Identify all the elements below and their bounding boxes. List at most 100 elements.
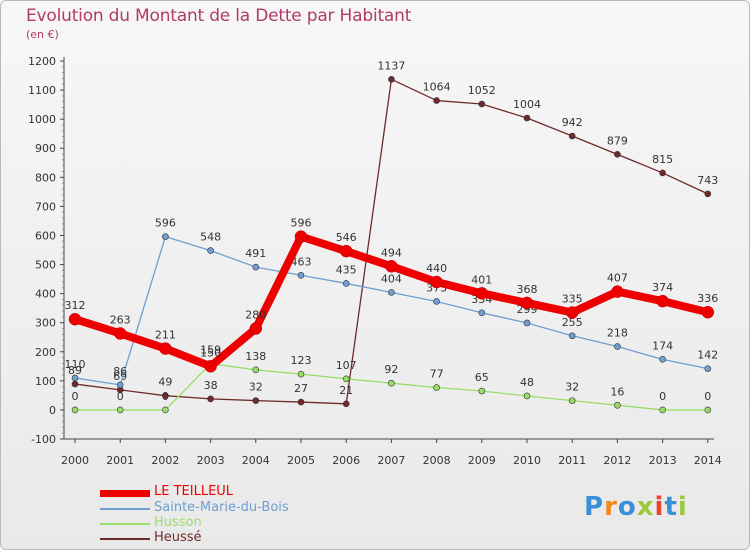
data-point bbox=[478, 309, 486, 317]
y-tick-label: 1200 bbox=[28, 55, 56, 68]
data-label: 404 bbox=[381, 272, 402, 285]
data-label: 596 bbox=[155, 217, 176, 230]
data-label: 32 bbox=[249, 381, 263, 394]
data-label: 0 bbox=[704, 390, 711, 403]
data-point bbox=[342, 280, 350, 287]
logo-letter: i bbox=[654, 492, 665, 522]
data-label: 280 bbox=[245, 309, 266, 322]
x-tick-label: 2001 bbox=[106, 454, 134, 467]
data-point bbox=[614, 343, 621, 350]
data-point bbox=[71, 406, 79, 414]
data-point bbox=[162, 392, 169, 399]
data-point bbox=[297, 370, 305, 378]
data-point bbox=[388, 289, 395, 296]
data-point bbox=[388, 379, 395, 387]
y-tick-label: -100 bbox=[31, 433, 56, 446]
data-label: 174 bbox=[652, 339, 673, 352]
legend-swatch bbox=[100, 508, 150, 510]
data-point bbox=[204, 360, 217, 373]
data-label: 211 bbox=[155, 329, 176, 342]
data-point bbox=[614, 401, 621, 409]
data-label: 401 bbox=[471, 273, 492, 286]
data-label: 89 bbox=[68, 364, 82, 377]
data-label: 546 bbox=[336, 231, 357, 244]
data-label: 38 bbox=[204, 379, 218, 392]
x-tick-label: 2005 bbox=[287, 454, 315, 467]
data-point bbox=[704, 365, 712, 372]
data-label: 138 bbox=[245, 350, 266, 363]
data-point bbox=[342, 400, 350, 408]
x-tick-label: 2013 bbox=[649, 454, 677, 467]
data-point bbox=[252, 397, 260, 404]
data-label: 21 bbox=[339, 384, 353, 397]
y-tick-label: 300 bbox=[35, 317, 56, 330]
x-tick-label: 2004 bbox=[242, 454, 270, 467]
data-point bbox=[207, 395, 214, 403]
data-label: 0 bbox=[72, 390, 79, 403]
data-label: 1004 bbox=[513, 98, 541, 111]
data-point bbox=[568, 132, 576, 140]
data-point bbox=[704, 190, 712, 198]
logo-letter: P bbox=[584, 492, 605, 522]
x-tick-label: 2009 bbox=[468, 454, 496, 467]
data-point bbox=[611, 285, 624, 298]
data-point bbox=[478, 387, 486, 395]
data-label: 440 bbox=[426, 262, 447, 275]
logo-letter: t bbox=[664, 492, 678, 522]
y-tick-label: 500 bbox=[35, 259, 56, 272]
data-point bbox=[294, 230, 308, 243]
data-point bbox=[113, 327, 127, 340]
x-tick-label: 2007 bbox=[377, 454, 405, 467]
data-label: 942 bbox=[562, 116, 583, 129]
data-point bbox=[478, 100, 486, 108]
y-tick-label: 0 bbox=[49, 404, 56, 417]
data-label: 255 bbox=[562, 316, 583, 329]
data-label: 107 bbox=[336, 359, 357, 372]
data-point bbox=[71, 380, 79, 388]
proxiti-logo: Proxiti bbox=[584, 492, 688, 522]
data-point bbox=[433, 298, 440, 305]
data-point bbox=[297, 398, 305, 406]
data-point bbox=[116, 381, 124, 389]
data-label: 407 bbox=[607, 272, 628, 285]
data-point bbox=[656, 294, 669, 308]
data-point bbox=[523, 114, 531, 122]
data-point bbox=[342, 375, 350, 383]
data-label: 312 bbox=[65, 299, 86, 312]
legend-label: Heussé bbox=[154, 530, 202, 545]
data-point bbox=[475, 287, 489, 300]
x-tick-label: 2010 bbox=[513, 454, 541, 467]
data-label: 218 bbox=[607, 327, 628, 340]
legend-label: LE TEILLEUL bbox=[154, 484, 234, 499]
series-line-3 bbox=[74, 78, 709, 405]
data-point bbox=[565, 306, 579, 319]
data-label: 65 bbox=[475, 371, 489, 384]
legend-swatch bbox=[100, 523, 150, 525]
x-tick-label: 2008 bbox=[423, 454, 451, 467]
data-label: 0 bbox=[659, 390, 666, 403]
data-label: 16 bbox=[610, 385, 624, 398]
data-point bbox=[568, 397, 576, 404]
data-point bbox=[568, 332, 576, 340]
data-label: 815 bbox=[652, 153, 673, 166]
data-point bbox=[388, 76, 395, 83]
data-label: 1052 bbox=[468, 84, 496, 97]
data-label: 435 bbox=[336, 263, 357, 276]
data-point bbox=[433, 97, 440, 104]
data-point bbox=[116, 406, 124, 414]
x-tick-label: 2002 bbox=[151, 454, 179, 467]
x-tick-label: 2014 bbox=[694, 454, 722, 467]
data-label: 491 bbox=[245, 247, 266, 260]
data-point bbox=[297, 271, 305, 279]
x-tick-label: 2012 bbox=[603, 454, 631, 467]
data-point bbox=[159, 342, 172, 355]
data-point bbox=[659, 169, 666, 177]
data-point bbox=[162, 406, 169, 414]
x-tick-label: 2000 bbox=[61, 454, 89, 467]
data-label: 1137 bbox=[377, 59, 405, 72]
data-label: 1064 bbox=[423, 81, 451, 94]
legend-label: Sainte-Marie-du-Bois bbox=[154, 500, 289, 515]
y-tick-label: 900 bbox=[35, 142, 56, 155]
data-label: 494 bbox=[381, 246, 402, 259]
